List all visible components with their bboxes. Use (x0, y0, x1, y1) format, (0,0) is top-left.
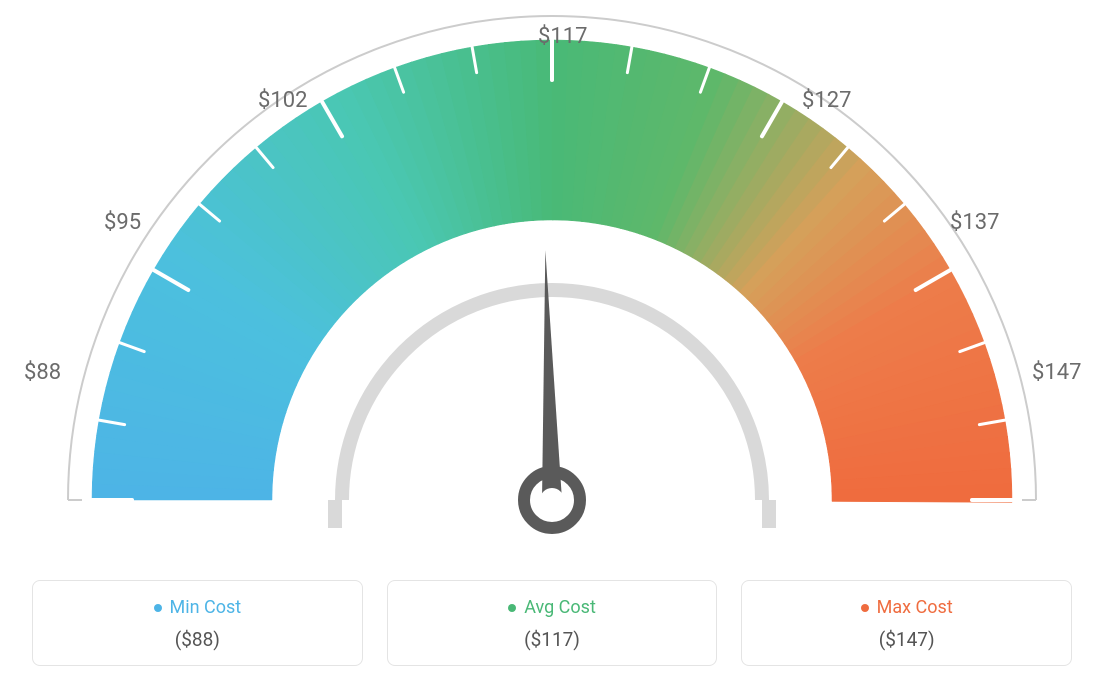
gauge-tick-label: $147 (1032, 360, 1081, 385)
legend-card: Min Cost ($88) (32, 580, 363, 667)
legend-label: Max Cost (877, 597, 953, 618)
legend-label: Avg Cost (524, 597, 596, 618)
gauge-tick-label: $117 (538, 24, 587, 49)
legend-label: Min Cost (170, 597, 242, 618)
legend-dot-icon (861, 604, 869, 612)
legend-row: Min Cost ($88) Avg Cost ($117) Max Cost ($147… (32, 580, 1072, 667)
legend-value: ($147) (752, 628, 1061, 651)
gauge-tick-label: $88 (24, 360, 61, 385)
legend-dot-icon (154, 604, 162, 612)
legend-value: ($88) (43, 628, 352, 651)
legend-title: Max Cost (861, 597, 953, 618)
legend-card: Avg Cost ($117) (387, 580, 718, 667)
legend-card: Max Cost ($147) (741, 580, 1072, 667)
gauge-tick-label: $102 (258, 88, 307, 113)
legend-value: ($117) (398, 628, 707, 651)
gauge-chart: $88$95$102$117$127$137$147 (32, 10, 1072, 570)
gauge-tick-label: $127 (802, 88, 851, 113)
legend-title: Avg Cost (508, 597, 596, 618)
gauge-tick-label: $137 (950, 210, 999, 235)
gauge-svg (32, 10, 1072, 570)
legend-dot-icon (508, 604, 516, 612)
legend-title: Min Cost (154, 597, 242, 618)
gauge-tick-label: $95 (104, 210, 141, 235)
